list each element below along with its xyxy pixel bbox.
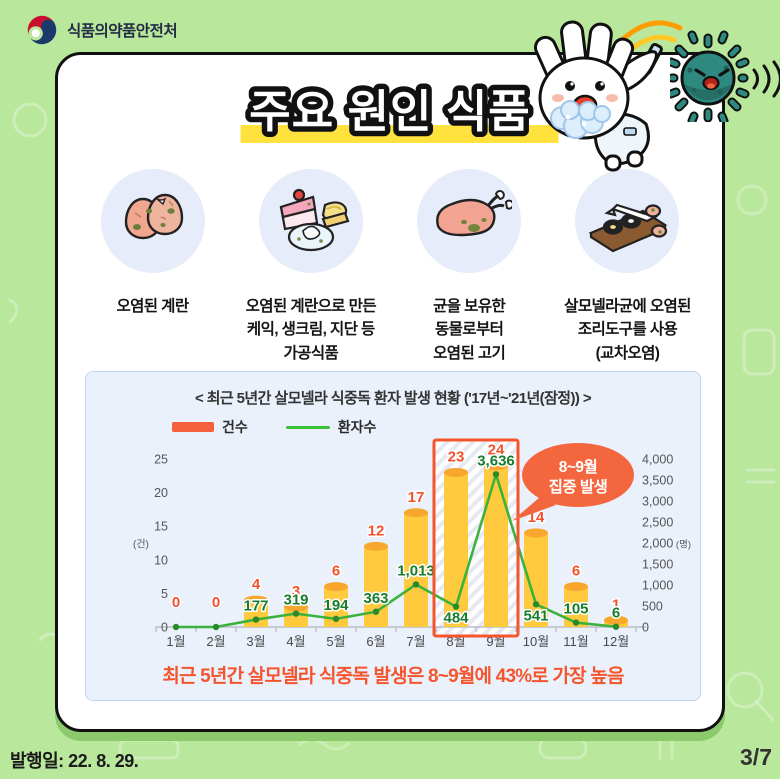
svg-text:4: 4: [252, 576, 261, 593]
svg-text:0: 0: [172, 594, 180, 611]
svg-text:1,013: 1,013: [397, 562, 435, 579]
cause-item: 오염된 계란: [76, 169, 229, 365]
svg-text:2월: 2월: [206, 634, 225, 649]
chart-panel: < 최근 5년간 살모넬라 식중독 환자 발생 현황 ('17년~'21년(잠정…: [85, 371, 701, 701]
main-title-block: 주요 원인 식품: [58, 83, 722, 153]
svg-text:3월: 3월: [246, 634, 265, 649]
page-indicator: 3/7: [740, 744, 772, 770]
line-series-swatch: [285, 425, 330, 429]
svg-text:0: 0: [642, 621, 649, 635]
svg-text:23: 23: [448, 448, 465, 465]
svg-text:집중 발생: 집중 발생: [549, 477, 608, 496]
svg-text:0: 0: [212, 594, 220, 611]
svg-text:7월: 7월: [406, 634, 425, 649]
chart-title: < 최근 5년간 살모넬라 식중독 환자 발생 현황 ('17년~'21년(잠정…: [194, 390, 592, 407]
page-title: 주요 원인 식품: [249, 86, 530, 137]
svg-text:0: 0: [161, 621, 168, 635]
legend-label: 환자수: [337, 419, 377, 435]
svg-text:4,000: 4,000: [642, 453, 673, 467]
svg-text:17: 17: [408, 489, 425, 506]
government-taegeuk-logo: [27, 15, 57, 45]
cause-label: 오염된 계란: [116, 298, 189, 315]
svg-text:1,500: 1,500: [642, 558, 673, 572]
svg-text:12월: 12월: [603, 634, 629, 649]
svg-text:10: 10: [154, 553, 168, 567]
svg-text:20: 20: [154, 486, 168, 500]
svg-text:8~9월: 8~9월: [559, 458, 598, 476]
legend-item-line: 환자수: [285, 417, 377, 437]
svg-text:9월: 9월: [486, 634, 505, 649]
cause-label: 균을 보유한 동물로부터 오염된 고기: [433, 298, 506, 362]
svg-text:(건): (건): [133, 539, 149, 551]
svg-text:5: 5: [161, 587, 168, 601]
title-highlight-bar: [240, 125, 559, 143]
svg-text:1,000: 1,000: [642, 579, 673, 593]
x-axis: [155, 626, 646, 632]
chart-note: 최근 5년간 살모넬라 식중독 발생은 8~9월에 43%로 가장 높음: [162, 666, 624, 687]
svg-text:541: 541: [523, 607, 548, 624]
svg-text:363: 363: [363, 590, 388, 607]
cause-label: 살모넬라균에 오염된 조리도구를 사용 (교차오염): [564, 298, 691, 362]
svg-text:8월: 8월: [446, 634, 465, 649]
svg-text:5월: 5월: [326, 634, 345, 649]
mascot-character: [533, 20, 683, 172]
svg-text:105: 105: [563, 601, 588, 618]
svg-text:4월: 4월: [286, 634, 305, 649]
svg-text:3,000: 3,000: [642, 495, 673, 509]
svg-text:3,636: 3,636: [477, 452, 515, 469]
legend-item-bar: 건수: [172, 417, 248, 437]
svg-text:319: 319: [283, 592, 308, 609]
svg-text:11월: 11월: [563, 634, 588, 649]
highlight-border: [432, 438, 520, 638]
svg-text:6: 6: [612, 605, 620, 622]
legend-label: 건수: [222, 419, 248, 435]
svg-text:177: 177: [243, 598, 268, 615]
cause-list: 오염된 계란 오염된 계란으: [76, 169, 704, 365]
motion-lines-icon: [752, 60, 780, 98]
svg-text:25: 25: [154, 453, 168, 467]
svg-text:2,500: 2,500: [642, 516, 673, 530]
svg-text:1: 1: [612, 596, 620, 613]
main-title: 주요 원인 식품: [244, 83, 535, 143]
svg-text:194: 194: [323, 597, 349, 614]
egg-products-icon: [279, 188, 350, 252]
raw-meat-icon: [436, 190, 513, 237]
svg-text:484: 484: [443, 610, 469, 627]
svg-text:3: 3: [292, 583, 300, 600]
svg-text:2,000 (명): 2,000 (명): [642, 537, 691, 551]
header: 식품의약품안전처: [26, 14, 178, 46]
publish-date: 발행일: 22. 8. 29.: [10, 751, 139, 771]
svg-text:15: 15: [154, 520, 168, 534]
contaminated-eggs-icon: [124, 193, 183, 240]
chart-legend: 건수 환자수: [172, 419, 700, 435]
svg-text:24: 24: [488, 442, 505, 459]
svg-text:6: 6: [572, 563, 580, 580]
line-series: 177 319 194 363 1,013 484 3,636 541 105 6: [172, 451, 622, 631]
agency-name: 식품의약품안전처: [67, 23, 178, 40]
cause-item: 균을 보유한 동물로부터 오염된 고기: [393, 169, 546, 365]
cutting-board-icon: [589, 203, 668, 253]
virus-icon: [670, 30, 780, 122]
bar-series-swatch: [172, 422, 214, 432]
cause-item: 살모넬라균에 오염된 조리도구를 사용 (교차오염): [551, 169, 704, 365]
cause-item: 오염된 계란으로 만든 케익, 생크림, 지단 등 가공식품: [234, 169, 387, 365]
svg-text:1월: 1월: [166, 634, 185, 649]
svg-text:6: 6: [332, 563, 340, 580]
svg-text:12: 12: [368, 522, 385, 539]
svg-text:10월: 10월: [523, 634, 549, 649]
svg-text:3,500: 3,500: [642, 474, 673, 488]
svg-text:500: 500: [642, 600, 663, 614]
cause-label: 오염된 계란으로 만든 케익, 생크림, 지단 등 가공식품: [245, 298, 377, 362]
svg-text:6월: 6월: [366, 634, 385, 649]
